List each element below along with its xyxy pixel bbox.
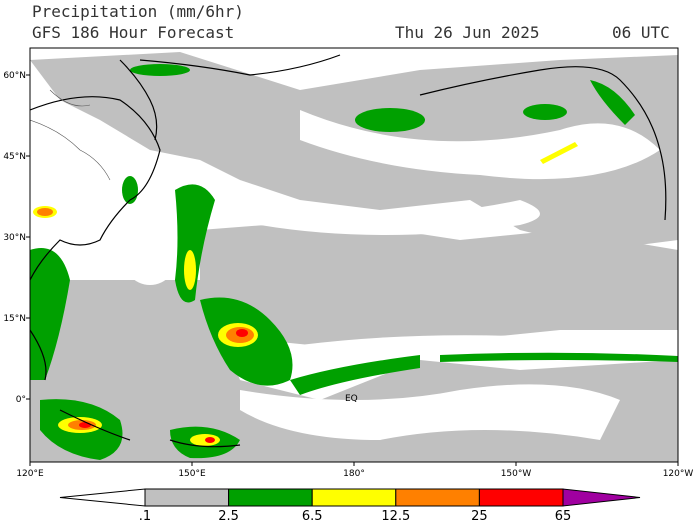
time: 06 UTC xyxy=(612,23,670,42)
lat-label: 0° xyxy=(16,395,26,405)
lat-label: 30°N xyxy=(3,233,26,243)
map xyxy=(29,47,679,463)
colorbar-end xyxy=(59,488,146,507)
title: Precipitation (mm/6hr) xyxy=(32,2,244,21)
colorbar-segment xyxy=(395,488,480,507)
equator-label: EQ xyxy=(345,394,358,404)
lat-label: 60°N xyxy=(3,71,26,81)
lon-label: 120°E xyxy=(16,469,44,479)
lat-label: 15°N xyxy=(3,314,26,324)
lon-label: 150°W xyxy=(501,469,532,479)
lon-label: 180° xyxy=(343,469,365,479)
colorbar-label: 6.5 xyxy=(302,509,323,524)
colorbar-segment xyxy=(311,488,397,507)
lon-label: 150°E xyxy=(178,469,206,479)
lat-label: 45°N xyxy=(3,152,26,162)
precip xyxy=(30,52,678,462)
colorbar-segment xyxy=(228,488,313,507)
colorbar-label: 65 xyxy=(555,509,572,524)
colorbar-segment xyxy=(478,488,564,507)
colorbar-end xyxy=(562,488,641,507)
colorbar-label: .1 xyxy=(139,509,151,524)
colorbar-label: 12.5 xyxy=(381,509,410,524)
subtitle: GFS 186 Hour Forecast xyxy=(32,23,234,42)
lon-label: 120°W xyxy=(663,469,694,479)
colorbar-segment xyxy=(144,488,230,507)
date: Thu 26 Jun 2025 xyxy=(395,23,540,42)
colorbar-label: 25 xyxy=(471,509,488,524)
colorbar-label: 2.5 xyxy=(218,509,239,524)
